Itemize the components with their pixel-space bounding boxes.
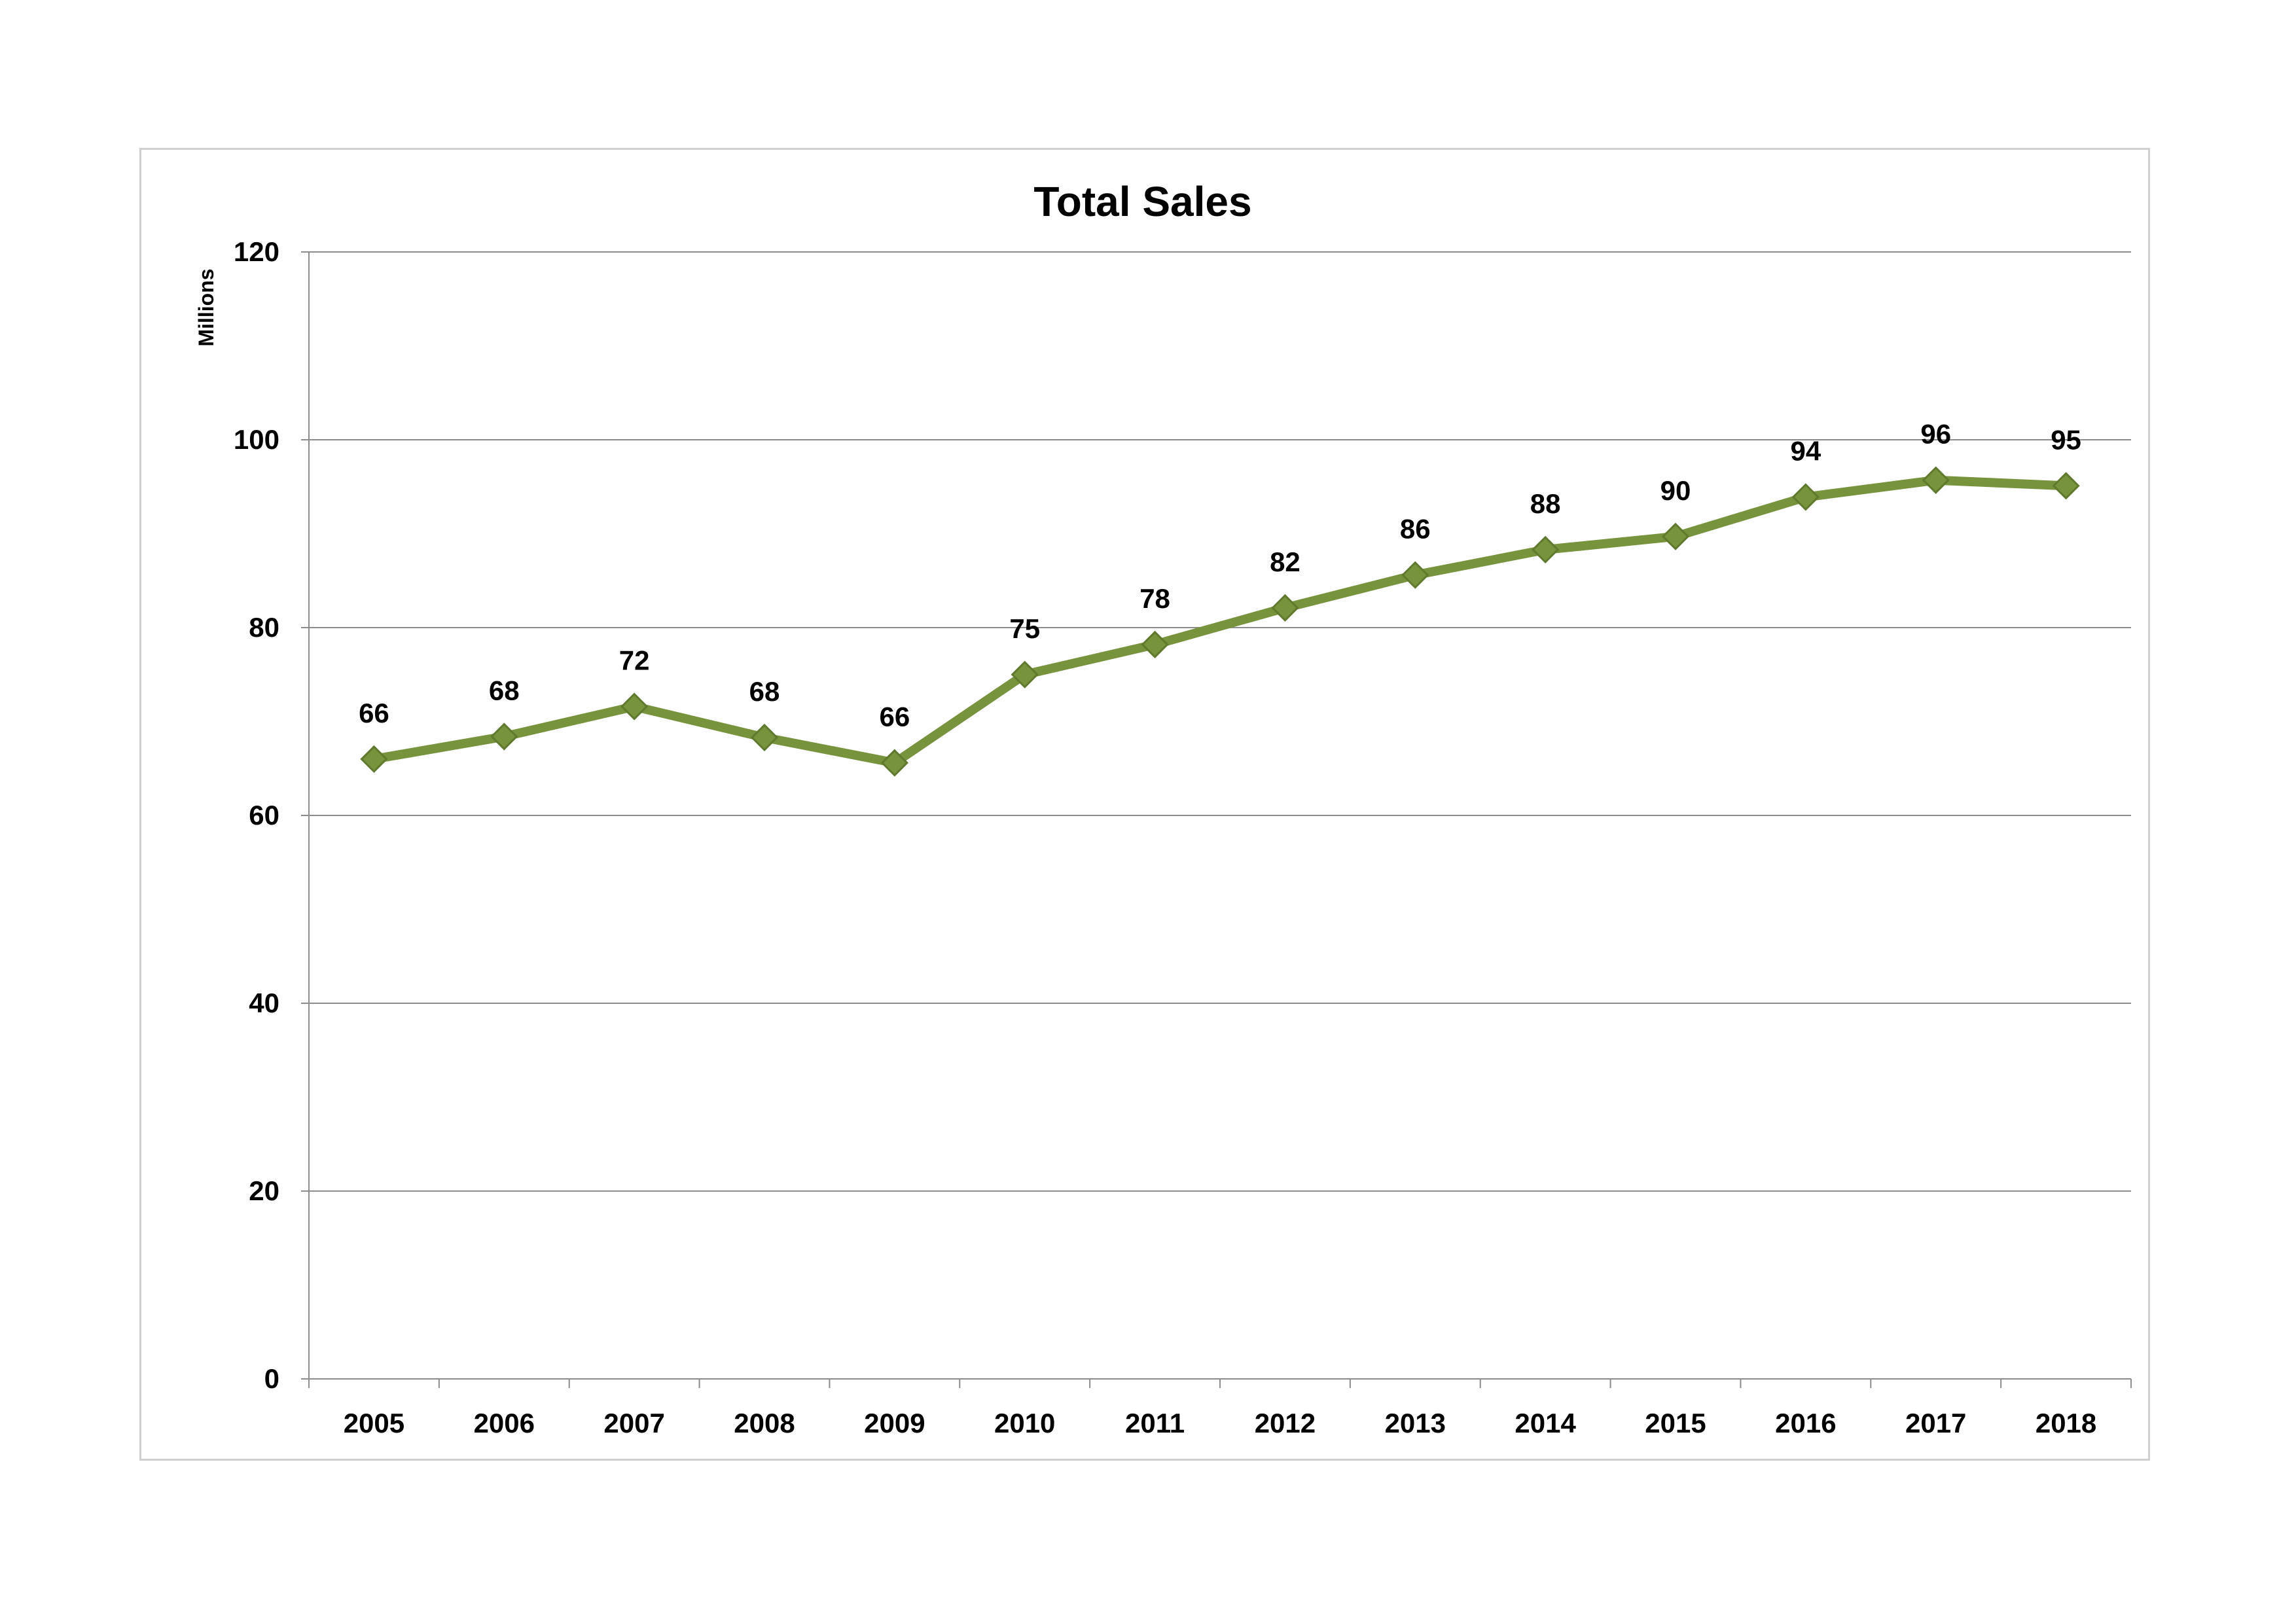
chart-title: Total Sales	[1033, 178, 1251, 225]
data-point-marker	[880, 749, 908, 777]
data-label: 75	[1009, 613, 1040, 644]
data-labels: 66 68 72 68 66 75 78 82 86 88 90 94 96 95	[359, 419, 2081, 732]
data-label: 66	[879, 702, 910, 732]
x-tick-label: 2017	[1905, 1408, 1966, 1438]
y-axis-label: Millions	[194, 268, 218, 346]
x-tick-label: 2016	[1775, 1408, 1836, 1438]
x-tick-label: 2018	[2036, 1408, 2096, 1438]
x-tick-label: 2010	[994, 1408, 1055, 1438]
data-label: 66	[359, 698, 389, 728]
y-tick-label: 100	[234, 424, 279, 455]
data-point-marker	[1271, 594, 1299, 622]
x-tick-label: 2015	[1645, 1408, 1706, 1438]
x-tick-label: 2006	[474, 1408, 535, 1438]
data-label: 96	[1920, 419, 1951, 450]
x-tick-label: 2008	[734, 1408, 795, 1438]
data-point-marker	[1922, 466, 1950, 494]
series-line	[369, 475, 2071, 768]
data-label: 78	[1139, 583, 1170, 614]
x-tick-label: 2011	[1125, 1408, 1185, 1438]
chart-frame	[139, 148, 2150, 1461]
data-point-marker	[620, 692, 649, 721]
data-label: 90	[1660, 475, 1691, 506]
y-tick-label: 120	[234, 236, 279, 267]
x-tick-label: 2014	[1515, 1408, 1576, 1438]
data-point-marker	[1532, 535, 1560, 564]
y-tick-label: 60	[249, 800, 279, 830]
data-label: 95	[2051, 424, 2081, 455]
y-tick-label: 0	[264, 1363, 279, 1394]
data-point-marker	[2052, 472, 2080, 500]
data-label: 82	[1270, 546, 1300, 577]
data-label: 94	[1790, 436, 1821, 467]
data-point-marker	[490, 722, 518, 751]
x-tick-label: 2013	[1385, 1408, 1446, 1438]
y-tick-label: 80	[249, 612, 279, 643]
data-point-marker	[1141, 630, 1169, 658]
data-point-marker	[1401, 561, 1429, 589]
data-label: 86	[1400, 514, 1431, 544]
y-tick-label: 20	[249, 1175, 279, 1206]
series-total-sales	[360, 466, 2080, 777]
data-label: 68	[749, 676, 780, 707]
data-label: 88	[1530, 488, 1561, 519]
gridlines	[309, 251, 2131, 1192]
data-label: 68	[489, 675, 520, 705]
data-point-marker	[1011, 660, 1039, 688]
x-tick-label: 2009	[864, 1408, 925, 1438]
data-point-marker	[360, 745, 388, 774]
data-point-marker	[1661, 522, 1690, 550]
x-tick-label: 2012	[1255, 1408, 1316, 1438]
data-label: 72	[619, 645, 650, 676]
x-tick-label: 2005	[344, 1408, 404, 1438]
data-point-marker	[1791, 483, 1820, 511]
data-point-marker	[750, 723, 779, 752]
x-tick-label: 2007	[603, 1408, 664, 1438]
y-tick-label: 40	[249, 988, 279, 1018]
axes: 0 20 40 60 80 100 120 2005 2006 2007 2008 2009 2010 2…	[234, 236, 2132, 1438]
